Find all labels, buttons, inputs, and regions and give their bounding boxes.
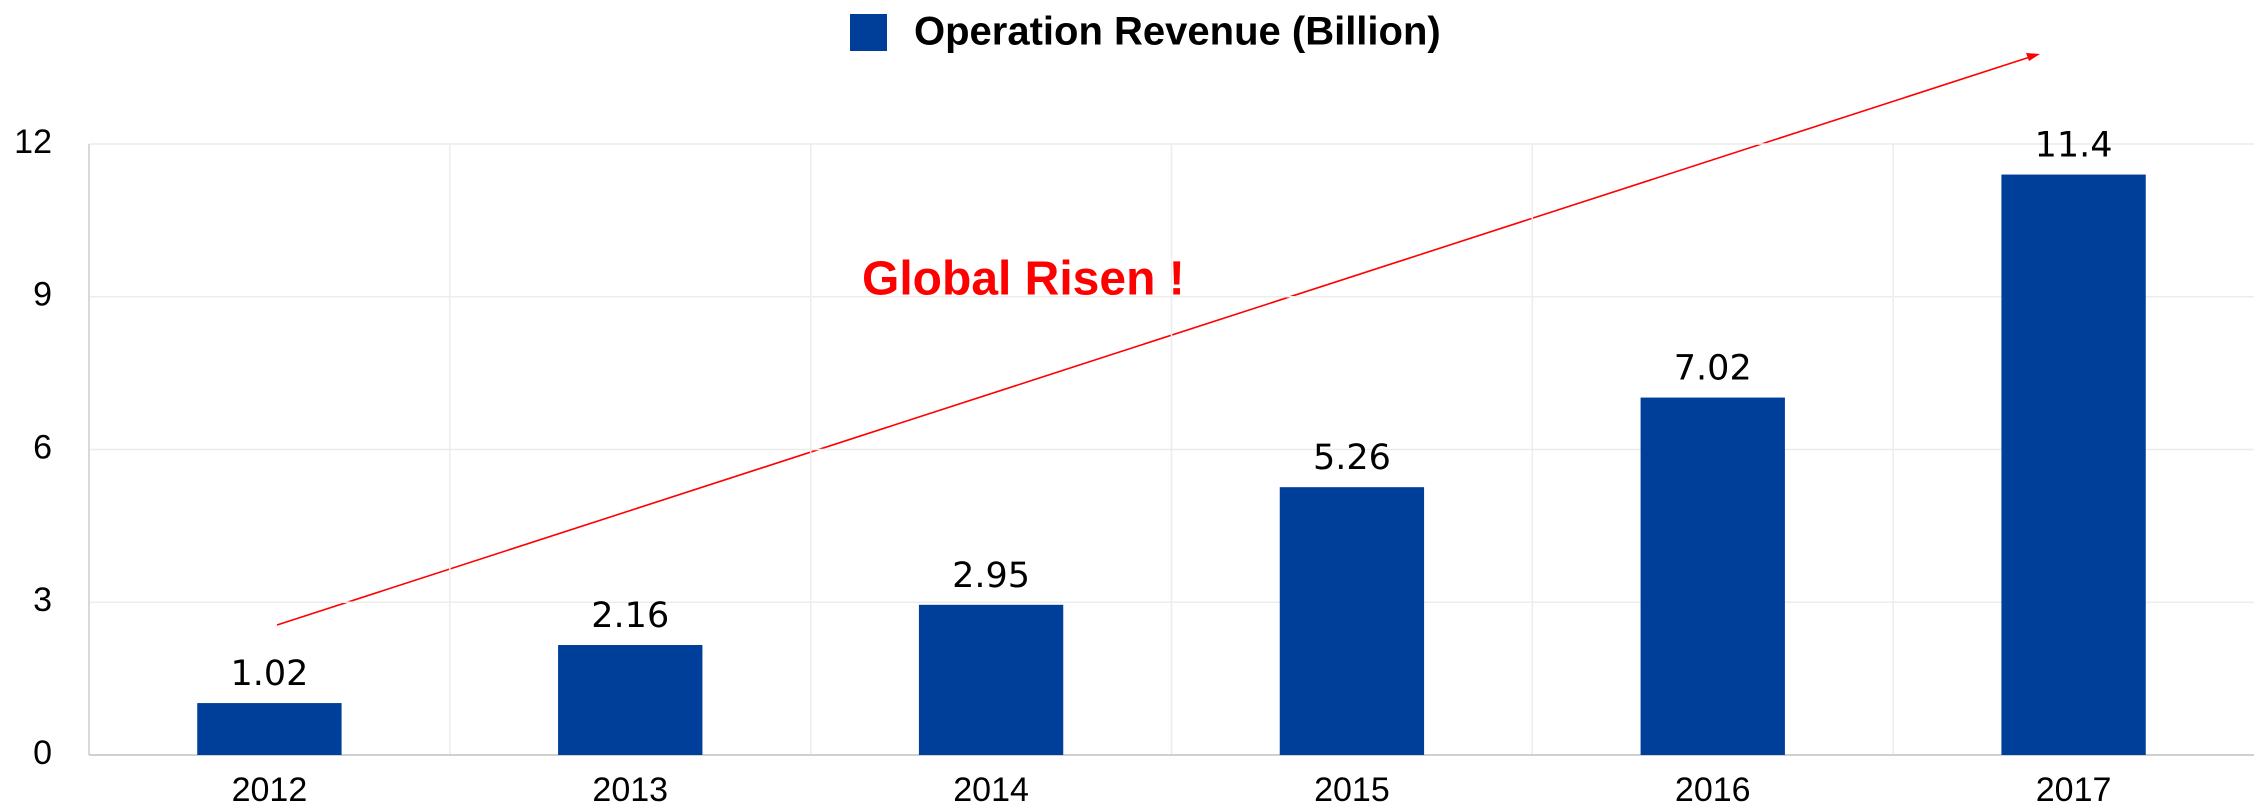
trend-arrow	[276, 56, 2031, 626]
bar	[1279, 487, 1425, 755]
x-tick-label: 2015	[1314, 771, 1390, 809]
bar	[558, 645, 703, 755]
legend-swatch	[850, 14, 887, 51]
bar	[197, 703, 342, 755]
bar	[918, 604, 1064, 755]
data-label: 5.26	[1313, 438, 1391, 478]
data-label: 1.02	[230, 654, 308, 694]
data-label: 7.02	[1674, 349, 1752, 389]
y-tick-label: 12	[14, 123, 52, 161]
data-label: 2.16	[591, 596, 669, 636]
data-label: 11.4	[2035, 126, 2113, 166]
y-tick-label: 6	[33, 428, 52, 466]
x-tick-label: 2014	[953, 771, 1029, 809]
annotation: Global Risen !	[862, 253, 1185, 306]
y-tick-label: 3	[33, 581, 52, 619]
x-tick-label: 2017	[2036, 771, 2112, 809]
x-tick-label: 2012	[232, 771, 308, 809]
data-label: 2.95	[952, 556, 1030, 596]
y-tick-label: 9	[33, 276, 52, 314]
arrow-head	[2026, 53, 2040, 61]
bar	[1640, 397, 1785, 755]
x-tick-label: 2016	[1675, 771, 1751, 809]
legend-label: Operation Revenue (Billion)	[914, 10, 1441, 54]
x-tick-label: 2013	[592, 771, 668, 809]
y-tick-label: 0	[33, 734, 52, 772]
bar	[2001, 174, 2146, 756]
